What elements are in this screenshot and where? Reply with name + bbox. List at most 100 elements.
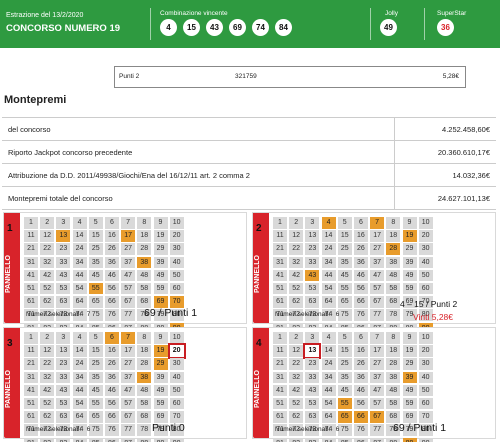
number-cell: 62 bbox=[40, 411, 55, 423]
number-cell: 47 bbox=[370, 269, 385, 282]
number-cell: 33 bbox=[56, 371, 71, 384]
number-cell: 36 bbox=[104, 371, 119, 384]
number-cell: 29 bbox=[153, 358, 168, 370]
number-cell: 10 bbox=[418, 217, 433, 229]
number-cell: 4 bbox=[321, 332, 336, 344]
number-cell: 12 bbox=[40, 230, 55, 242]
number-grid: 1 2 3 4 5 6 7 8 9 10 11 12 13 14 15 16 17 18 19 20 21 22 23 24 2… bbox=[24, 217, 185, 336]
number-cell: 50 bbox=[169, 384, 184, 397]
number-cell: 74 bbox=[72, 424, 87, 436]
number-cell: 22 bbox=[289, 358, 304, 370]
winners-count: 321759 bbox=[235, 73, 257, 80]
number-cell: 80 bbox=[169, 309, 184, 321]
number-cell: 22 bbox=[40, 358, 55, 370]
number-cell: 42 bbox=[40, 384, 55, 397]
number-cell: 7 bbox=[370, 332, 385, 344]
number-cell: 19 bbox=[153, 345, 168, 357]
number-cell: 3 bbox=[305, 332, 320, 344]
ticket-panel: 1 PANNELLO 1 2 3 4 5 6 7 8 9 10 11 12 13 14 15 16 17 18 19… bbox=[3, 212, 247, 334]
number-cell: 40 bbox=[418, 371, 433, 384]
draw-date: Estrazione del 13/2/2020 bbox=[6, 12, 84, 19]
number-cell: 70 bbox=[169, 411, 184, 423]
number-cell: 61 bbox=[273, 296, 287, 308]
number-cell: 9 bbox=[153, 217, 168, 229]
panel-number: 2 bbox=[256, 223, 262, 234]
number-cell: 68 bbox=[137, 296, 152, 308]
number-cell: 40 bbox=[169, 256, 184, 269]
number-cell: 52 bbox=[289, 397, 304, 410]
number-cell: 59 bbox=[402, 282, 417, 295]
divider bbox=[150, 8, 151, 40]
number-cell: 62 bbox=[289, 296, 304, 308]
number-cell: 59 bbox=[153, 397, 168, 410]
number-cell: 78 bbox=[386, 309, 401, 321]
number-cell: 44 bbox=[72, 384, 87, 397]
number-cell: 54 bbox=[321, 397, 336, 410]
number-cell: 46 bbox=[104, 269, 119, 282]
number-cell: 43 bbox=[56, 269, 71, 282]
panel-number: 4 bbox=[256, 338, 262, 349]
number-cell: 15 bbox=[337, 230, 352, 242]
number-cell: 51 bbox=[24, 282, 38, 295]
prize-row-punti-2: Punti 2 321759 5,28€ bbox=[114, 66, 466, 88]
ticket-panel: 4 PANNELLO 1 2 3 4 5 6 7 8 9 10 11 12 13 14 15 16 17 18 19… bbox=[252, 327, 496, 442]
row-value: 20.360.610,17€ bbox=[437, 148, 490, 157]
superstar-ball: 36 bbox=[437, 19, 454, 36]
number-cell: 67 bbox=[121, 296, 136, 308]
number-cell: 68 bbox=[386, 296, 401, 308]
number-cell: 78 bbox=[137, 424, 152, 436]
number-cell: 31 bbox=[24, 371, 38, 384]
number-cell: 39 bbox=[402, 371, 417, 384]
number-cell: 31 bbox=[273, 256, 287, 269]
number-cell: 5 bbox=[88, 217, 103, 229]
number-cell: 84 bbox=[321, 437, 336, 442]
number-cell: 48 bbox=[386, 384, 401, 397]
panel-label: PANNELLO bbox=[5, 370, 12, 408]
number-cell: 42 bbox=[40, 269, 55, 282]
number-cell: 5 bbox=[337, 332, 352, 344]
number-cell: 47 bbox=[121, 269, 136, 282]
number-cell: 9 bbox=[402, 217, 417, 229]
number-cell: 8 bbox=[137, 217, 152, 229]
number-cell: 11 bbox=[24, 230, 38, 242]
number-cell: 6 bbox=[353, 217, 368, 229]
number-cell: 75 bbox=[88, 309, 103, 321]
number-cell: 34 bbox=[72, 371, 87, 384]
number-cell: 76 bbox=[104, 424, 119, 436]
number-cell: 47 bbox=[370, 384, 385, 397]
number-cell: 18 bbox=[386, 230, 401, 242]
number-cell: 15 bbox=[337, 345, 352, 357]
winning-number-ball: 84 bbox=[275, 19, 292, 36]
number-cell: 82 bbox=[289, 437, 304, 442]
number-cell: 54 bbox=[72, 397, 87, 410]
number-cell: 45 bbox=[337, 384, 352, 397]
number-cell: 34 bbox=[72, 256, 87, 269]
number-cell: 90 bbox=[418, 437, 433, 442]
row-value: 14.032,36€ bbox=[452, 171, 490, 180]
number-cell: 66 bbox=[353, 411, 368, 423]
number-cell: 69 bbox=[153, 296, 168, 308]
number-cell: 48 bbox=[137, 269, 152, 282]
row-label: del concorso bbox=[8, 125, 51, 134]
number-cell: 84 bbox=[72, 437, 87, 442]
number-cell: 12 bbox=[289, 345, 304, 357]
number-cell: 13 bbox=[303, 343, 322, 359]
number-cell: 36 bbox=[353, 371, 368, 384]
number-cell: 41 bbox=[24, 269, 38, 282]
number-cell: 16 bbox=[104, 230, 119, 242]
panel-label: PANNELLO bbox=[254, 255, 261, 293]
number-cell: 71 bbox=[273, 424, 287, 436]
number-cell: 26 bbox=[104, 243, 119, 255]
winning-number-ball: 43 bbox=[206, 19, 223, 36]
number-cell: 17 bbox=[121, 345, 136, 357]
number-cell: 21 bbox=[24, 358, 38, 370]
number-cell: 75 bbox=[337, 424, 352, 436]
divider bbox=[424, 8, 425, 40]
number-cell: 81 bbox=[273, 437, 287, 442]
number-cell: 68 bbox=[137, 411, 152, 423]
number-cell: 18 bbox=[386, 345, 401, 357]
number-cell: 85 bbox=[337, 437, 352, 442]
number-cell: 48 bbox=[386, 269, 401, 282]
number-cell: 39 bbox=[153, 256, 168, 269]
number-cell: 49 bbox=[402, 384, 417, 397]
